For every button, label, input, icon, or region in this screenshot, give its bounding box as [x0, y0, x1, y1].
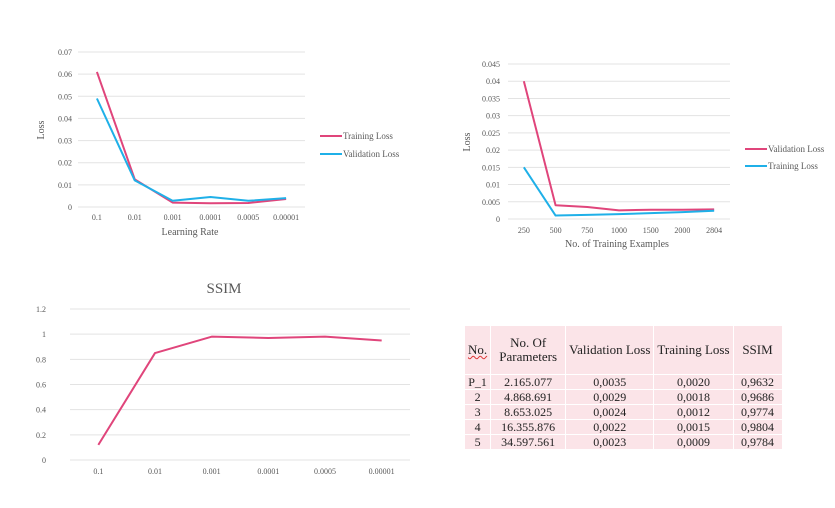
x-tick-label: 0.01 [128, 213, 142, 222]
y-tick-label: 0 [42, 456, 46, 465]
y-tick-label: 0.8 [36, 355, 46, 364]
y-tick-label: 0.02 [58, 159, 72, 168]
table-cell: 4.868.691 [490, 389, 567, 405]
header-params: No. Of Parameters [490, 325, 567, 375]
table-cell: 5 [463, 434, 492, 450]
table-cell: 34.597.561 [490, 434, 567, 450]
y-tick-label: 1 [42, 330, 46, 339]
table-cell: 0,9804 [732, 419, 783, 435]
y-axis-label: Loss [36, 120, 47, 139]
table-cell: 0,0020 [653, 374, 734, 390]
legend-label: Validation Loss [343, 149, 400, 159]
y-tick-label: 0.03 [58, 137, 72, 146]
x-tick-label: 1000 [611, 226, 627, 235]
x-tick-label: 0.00001 [369, 467, 395, 476]
x-tick-label: 0.1 [93, 467, 103, 476]
table-cell: 0,0009 [653, 434, 734, 450]
y-tick-label: 0.01 [58, 181, 72, 190]
x-tick-label: 0.0001 [257, 467, 279, 476]
table-cell: 0,0018 [653, 389, 734, 405]
y-tick-label: 0.03 [486, 112, 500, 121]
table-row: 5 34.597.561 0,0023 0,0009 0,9784 [463, 434, 783, 450]
header-ssim: SSIM [732, 325, 783, 375]
table-cell: 3 [463, 404, 492, 420]
x-tick-label: 0.1 [92, 213, 102, 222]
y-tick-label: 0.05 [58, 92, 72, 101]
series-line-0 [522, 80, 715, 212]
table-cell: P_1 [463, 374, 492, 390]
table-cell: 0,0022 [565, 419, 655, 435]
table-cell: 0,9632 [732, 374, 783, 390]
x-tick-label: 0.0001 [199, 213, 221, 222]
y-tick-label: 0 [496, 215, 500, 224]
y-tick-label: 0.02 [486, 146, 500, 155]
table-cell: 0,0015 [653, 419, 734, 435]
y-tick-label: 0.025 [482, 129, 500, 138]
header-train-loss: Training Loss [653, 325, 734, 375]
y-tick-label: 0.6 [36, 381, 46, 390]
y-tick-label: 0.07 [58, 48, 72, 57]
table-cell: 0,9686 [732, 389, 783, 405]
x-tick-label: 0.01 [148, 467, 162, 476]
x-axis-label: Learning Rate [162, 227, 219, 238]
parameters-table: No. No. Of Parameters Validation Loss Tr… [463, 325, 783, 450]
table-cell: 0,0035 [565, 374, 655, 390]
x-tick-label: 1500 [643, 226, 659, 235]
table-cell: 4 [463, 419, 492, 435]
y-tick-label: 0 [68, 203, 72, 212]
header-no: No. [463, 325, 492, 375]
table-cell: 0,0023 [565, 434, 655, 450]
y-tick-label: 0.045 [482, 60, 500, 69]
y-tick-label: 0.04 [486, 77, 500, 86]
y-tick-label: 0.035 [482, 94, 500, 103]
table-row: P_1 2.165.077 0,0035 0,0020 0,9632 [463, 374, 783, 390]
x-tick-label: 0.0005 [314, 467, 336, 476]
chart-title: SSIM [206, 281, 241, 297]
y-tick-label: 0.2 [36, 431, 46, 440]
y-tick-label: 0.005 [482, 198, 500, 207]
x-tick-label: 0.0005 [237, 213, 259, 222]
legend-label: Training Loss [768, 161, 818, 171]
table-cell: 0,9784 [732, 434, 783, 450]
x-tick-label: 2804 [706, 226, 722, 235]
table-cell: 8.653.025 [490, 404, 567, 420]
x-tick-label: 250 [518, 226, 530, 235]
table-row: 3 8.653.025 0,0024 0,0012 0,9774 [463, 404, 783, 420]
x-tick-label: 2000 [674, 226, 690, 235]
table-cell: 2 [463, 389, 492, 405]
series-line-0 [95, 71, 287, 205]
legend-label: Validation Loss [768, 144, 825, 154]
legend-label: Training Loss [343, 131, 393, 141]
table-cell: 2.165.077 [490, 374, 567, 390]
table-row: 2 4.868.691 0,0029 0,0018 0,9686 [463, 389, 783, 405]
x-tick-label: 500 [550, 226, 562, 235]
table-cell: 0,0024 [565, 404, 655, 420]
x-tick-label: 0.001 [203, 467, 221, 476]
x-tick-label: 0.00001 [273, 213, 299, 222]
x-axis-label: No. of Training Examples [565, 239, 669, 250]
x-tick-label: 750 [581, 226, 593, 235]
table-row: 4 16.355.876 0,0022 0,0015 0,9804 [463, 419, 783, 435]
y-tick-label: 0.015 [482, 163, 500, 172]
y-axis-label: Loss [462, 132, 473, 151]
table-cell: 16.355.876 [490, 419, 567, 435]
series-line-0 [97, 335, 382, 446]
y-tick-label: 0.01 [486, 181, 500, 190]
y-tick-label: 0.06 [58, 70, 72, 79]
y-tick-label: 0.04 [58, 114, 72, 123]
table-cell: 0,9774 [732, 404, 783, 420]
series-line-1 [96, 98, 287, 202]
y-tick-label: 0.4 [36, 406, 46, 415]
table-cell: 0,0012 [653, 404, 734, 420]
header-val-loss: Validation Loss [565, 325, 655, 375]
table-cell: 0,0029 [565, 389, 655, 405]
x-tick-label: 0.001 [164, 213, 182, 222]
y-tick-label: 1.2 [36, 305, 46, 314]
